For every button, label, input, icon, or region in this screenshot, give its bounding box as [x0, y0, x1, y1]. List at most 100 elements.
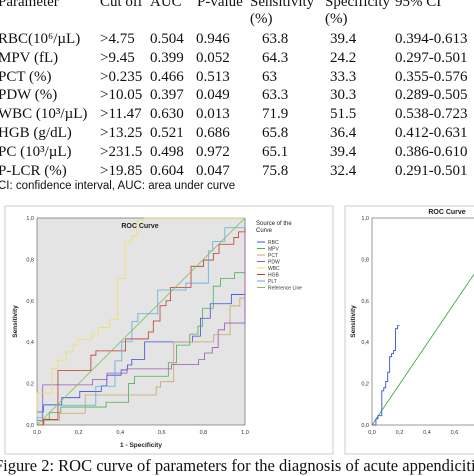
table-cell: 0.013 — [196, 106, 230, 123]
table-cell: PC (10³/µL) — [0, 143, 72, 160]
y-tick-label: 0,2 — [26, 382, 34, 388]
table-cell: 0.538-0.723 — [395, 106, 468, 123]
table-cell: 0.686 — [196, 125, 230, 141]
header-cell: P-value — [197, 0, 243, 10]
legend-label: PCT — [268, 253, 278, 259]
table-cell: 0.630 — [150, 106, 184, 123]
legend-label: MPV — [268, 247, 280, 253]
table-cell: 65.1 — [262, 143, 289, 160]
table-cell: 0.946 — [196, 31, 230, 47]
table-cell: 71.9 — [262, 106, 289, 123]
roc-curve — [37, 218, 246, 426]
table-cell: 0.521 — [150, 125, 184, 141]
legend-label: PLT — [268, 279, 277, 285]
table-cell: 39.4 — [330, 31, 357, 47]
legend-label: PDW — [268, 260, 280, 266]
table-cell: >11.47 — [100, 106, 142, 123]
y-axis-label: Sensitivity — [350, 305, 357, 338]
x-tick-label: 0,6 — [451, 430, 459, 436]
table-cell: PDW (%) — [0, 87, 58, 104]
y-tick-label: 0,8 — [361, 257, 369, 263]
table-cell: >4.75 — [100, 31, 135, 47]
legend-label: Reference Line — [268, 286, 302, 292]
table-cell: 63.8 — [262, 31, 289, 47]
table-cell: 33.3 — [330, 68, 357, 85]
table-cell: 0.291-0.501 — [395, 162, 468, 179]
legend-title: Source of the Curve — [256, 221, 292, 234]
table-cell: 64.3 — [262, 49, 289, 66]
table-cell: 0.052 — [196, 49, 230, 66]
roc-curve — [37, 218, 246, 426]
table-cell: 0.498 — [150, 143, 184, 160]
table-cell: >13.25 — [100, 125, 143, 141]
x-tick-label: 0,2 — [396, 430, 404, 436]
table-cell: 0.972 — [196, 143, 230, 160]
table-cell: WBC (10³/µL) — [0, 106, 88, 123]
table-cell: 0.466 — [150, 68, 184, 85]
table-cell: 0.047 — [196, 162, 230, 179]
y-axis-label: Sensitivity — [12, 305, 19, 338]
legend-label: RBC — [268, 240, 279, 246]
table-cell: >0.235 — [100, 68, 143, 85]
y-tick-label: 0,0 — [26, 423, 34, 429]
table-cell: 0.397 — [150, 87, 184, 104]
table-cell: P-LCR (%) — [0, 162, 67, 179]
table-cell: 32.4 — [330, 162, 357, 179]
table-cell: 0.049 — [196, 87, 230, 104]
table-cell: 0.386-0.610 — [395, 143, 468, 160]
table-cell: 24.2 — [330, 49, 357, 66]
table-cell: 0.394-0.613 — [395, 31, 468, 47]
header-cell: AUC — [150, 0, 182, 10]
x-tick-label: 0,6 — [158, 430, 166, 436]
reference-line — [371, 273, 474, 426]
y-tick-label: 1,0 — [26, 216, 34, 222]
header-cell: Cut off — [100, 0, 143, 10]
y-tick-label: 0,6 — [361, 299, 369, 305]
table-cell: >231.5 — [100, 143, 143, 160]
table-cell: 0.289-0.505 — [395, 87, 468, 104]
x-tick-label: 0,4 — [423, 430, 431, 436]
roc-curve — [36, 218, 246, 425]
table-cell: 0.513 — [196, 68, 230, 85]
table-cell: >19.85 — [100, 162, 143, 179]
x-axis-label: 1 - Specificity — [120, 442, 162, 449]
y-tick-label: 0,6 — [26, 299, 34, 305]
table-cell: 0.297-0.501 — [395, 49, 468, 66]
y-tick-label: 0,0 — [361, 423, 369, 429]
plot-area — [371, 217, 474, 426]
header-cell: Sensitivity (%) — [250, 0, 315, 27]
table-cell: 39.4 — [330, 143, 357, 160]
x-tick-label: 1,0 — [241, 430, 249, 436]
table-cell: 0.412-0.631 — [395, 125, 468, 141]
table-cell: >10.05 — [100, 87, 143, 104]
x-tick-label: 0,2 — [75, 430, 83, 436]
figure-title: ROC Curve — [428, 209, 465, 216]
x-tick-label: 0,0 — [33, 430, 41, 436]
roc-curve — [372, 325, 400, 426]
y-tick-label: 0,8 — [26, 257, 34, 263]
roc-curve — [36, 218, 246, 425]
x-tick-label: 0,4 — [116, 430, 124, 436]
table-cell: 75.8 — [262, 162, 289, 179]
table-cell: 30.3 — [330, 87, 357, 104]
table-cell: >9.45 — [100, 49, 135, 66]
table-cell: 36.4 — [330, 125, 357, 141]
header-cell: 95% CI — [395, 0, 442, 10]
x-tick-label: 0,8 — [200, 430, 208, 436]
caption: Figure 2: ROC curve of parameters for th… — [0, 456, 474, 475]
table-cell: 63.3 — [262, 87, 289, 104]
table-cell: PCT (%) — [0, 68, 52, 85]
y-tick-label: 0,2 — [361, 382, 369, 388]
roc-curve — [36, 217, 245, 425]
table-cell: 0.604 — [150, 162, 184, 179]
y-tick-label: 0,4 — [26, 340, 34, 346]
table-cell: 51.5 — [330, 106, 357, 123]
table-cell: 65.8 — [262, 125, 289, 141]
table-cell: 63 — [262, 68, 277, 85]
table-cell: MPV (fL) — [0, 49, 59, 66]
table-cell: 0.504 — [150, 31, 184, 47]
table-cell: HGB (g/dL) — [0, 125, 72, 141]
table-cell: RBC(10⁶/µL) — [0, 31, 81, 47]
